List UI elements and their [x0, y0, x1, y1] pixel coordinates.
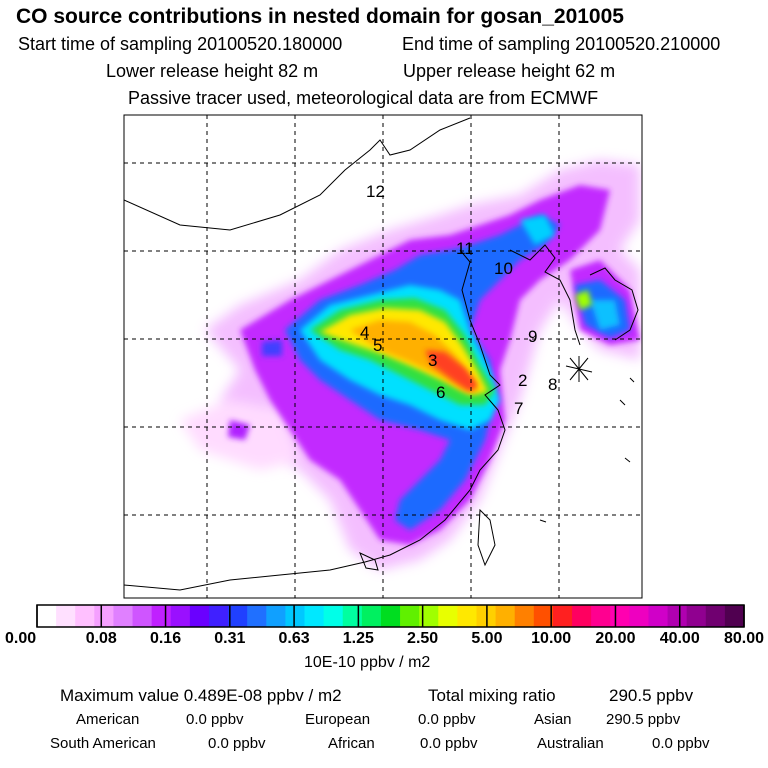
colorbar-tick-label: 0.16: [149, 630, 182, 647]
colorbar-tick-label: 5.00: [471, 630, 503, 647]
lat-lon-grid: [124, 115, 642, 598]
colorbar-cell: [533, 605, 554, 627]
source-value: 0.0 ppbv: [420, 735, 478, 752]
colorbar-cell: [457, 605, 478, 627]
colorbar-cell: [438, 605, 458, 627]
colorbar-cell: [724, 605, 745, 627]
colorbar-cell: [495, 605, 516, 627]
colorbar-cell: [75, 605, 95, 627]
colorbar-cell: [572, 605, 592, 627]
source-value: 0.0 ppbv: [652, 735, 710, 752]
colorbar-cell: [361, 605, 382, 627]
colorbar-cell: [94, 605, 115, 627]
colorbar-cell: [552, 605, 573, 627]
colorbar-cell: [228, 605, 248, 627]
region-label: 3: [428, 351, 437, 370]
source-value: 0.0 ppbv: [186, 711, 244, 728]
source-value: 0.0 ppbv: [418, 711, 476, 728]
colorbar-cell: [591, 605, 611, 627]
colorbar-cell: [37, 605, 57, 627]
colorbar-tick-label: 2.50: [407, 630, 439, 647]
colorbar-cell: [208, 605, 229, 627]
source-name: African: [328, 735, 375, 752]
colorbar-tick-label: 20.00: [595, 630, 636, 647]
colorbar-tick-label: 40.00: [659, 630, 700, 647]
colorbar-cell: [667, 605, 688, 627]
colorbar-cell: [285, 605, 306, 627]
source-name: Asian: [534, 711, 572, 728]
region-label: 8: [548, 375, 557, 394]
colorbar-cell: [304, 605, 325, 627]
colorbar-cell: [648, 605, 669, 627]
colorbar-cell: [514, 605, 535, 627]
coastlines: [124, 117, 639, 591]
colorbar-tick-label: 0.08: [85, 630, 117, 647]
colorbar-cell: [151, 605, 172, 627]
colorbar-cell: [113, 605, 134, 627]
max-value-label: Maximum value 0.489E-08 ppbv / m2: [60, 686, 342, 705]
colorbar-cell: [247, 605, 267, 627]
region-label: 2: [518, 371, 527, 390]
receptor-marker: [565, 356, 593, 382]
region-label: 12: [366, 182, 385, 201]
region-label: 10: [494, 259, 513, 278]
lower-release-label: Lower release height 82 m: [106, 61, 319, 81]
colorbar-cell: [400, 605, 420, 627]
colorbar-tick-label: 80.00: [723, 630, 764, 647]
plume-red: [425, 350, 478, 392]
upper-release-label: Upper release height 62 m: [403, 61, 616, 81]
source-value: 0.0 ppbv: [208, 735, 266, 752]
colorbar: [36, 604, 745, 628]
colorbar-cells: [37, 605, 745, 627]
total-mixing-value: 290.5 ppbv: [609, 686, 694, 705]
region-label: 5: [373, 336, 382, 355]
region-label: 6: [436, 383, 445, 402]
region-label: 11: [456, 239, 474, 258]
colorbar-cell: [705, 605, 726, 627]
colorbar-tick-label: 0.00: [5, 630, 37, 647]
colorbar-cell: [380, 605, 401, 627]
region-label: 4: [360, 323, 369, 342]
start-time-label: Start time of sampling 20100520.180000: [18, 34, 343, 54]
source-name: Australian: [537, 735, 604, 752]
colorbar-tick-label: 1.25: [342, 630, 374, 647]
colorbar-units: 10E-10 ppbv / m2: [304, 654, 431, 671]
map-frame: [123, 114, 643, 599]
region-label: 9: [528, 327, 537, 346]
source-name: American: [76, 711, 140, 728]
colorbar-cell: [189, 605, 210, 627]
colorbar-cell: [266, 605, 287, 627]
chart-title: CO source contributions in nested domain…: [16, 5, 624, 28]
colorbar-cell: [342, 605, 363, 627]
colorbar-cell: [686, 605, 707, 627]
colorbar-tick-label: 0.31: [214, 630, 246, 647]
colorbar-cell: [132, 605, 153, 627]
region-label: 7: [514, 399, 523, 418]
end-time-label: End time of sampling 20100520.210000: [402, 34, 721, 54]
source-value: 290.5 ppbv: [606, 711, 681, 728]
colorbar-cell: [629, 605, 650, 627]
source-name: European: [305, 711, 371, 728]
footprint-map: 12 11 10 4 5 3 9 2 8 6 7: [123, 114, 643, 599]
source-name: South American: [50, 735, 156, 752]
region-labels: 12 11 10 4 5 3 9 2 8 6 7: [360, 182, 557, 418]
colorbar-cell: [323, 605, 344, 627]
colorbar-tick-label: 10.00: [531, 630, 572, 647]
colorbar-cell: [419, 605, 439, 627]
colorbar-ticks: [36, 605, 745, 627]
colorbar-cell: [56, 605, 76, 627]
tracer-note: Passive tracer used, meteorological data…: [128, 88, 599, 108]
colorbar-tick-label: 0.63: [278, 630, 310, 647]
colorbar-cell: [170, 605, 191, 627]
colorbar-cell: [610, 605, 630, 627]
total-mixing-label: Total mixing ratio: [428, 686, 556, 705]
